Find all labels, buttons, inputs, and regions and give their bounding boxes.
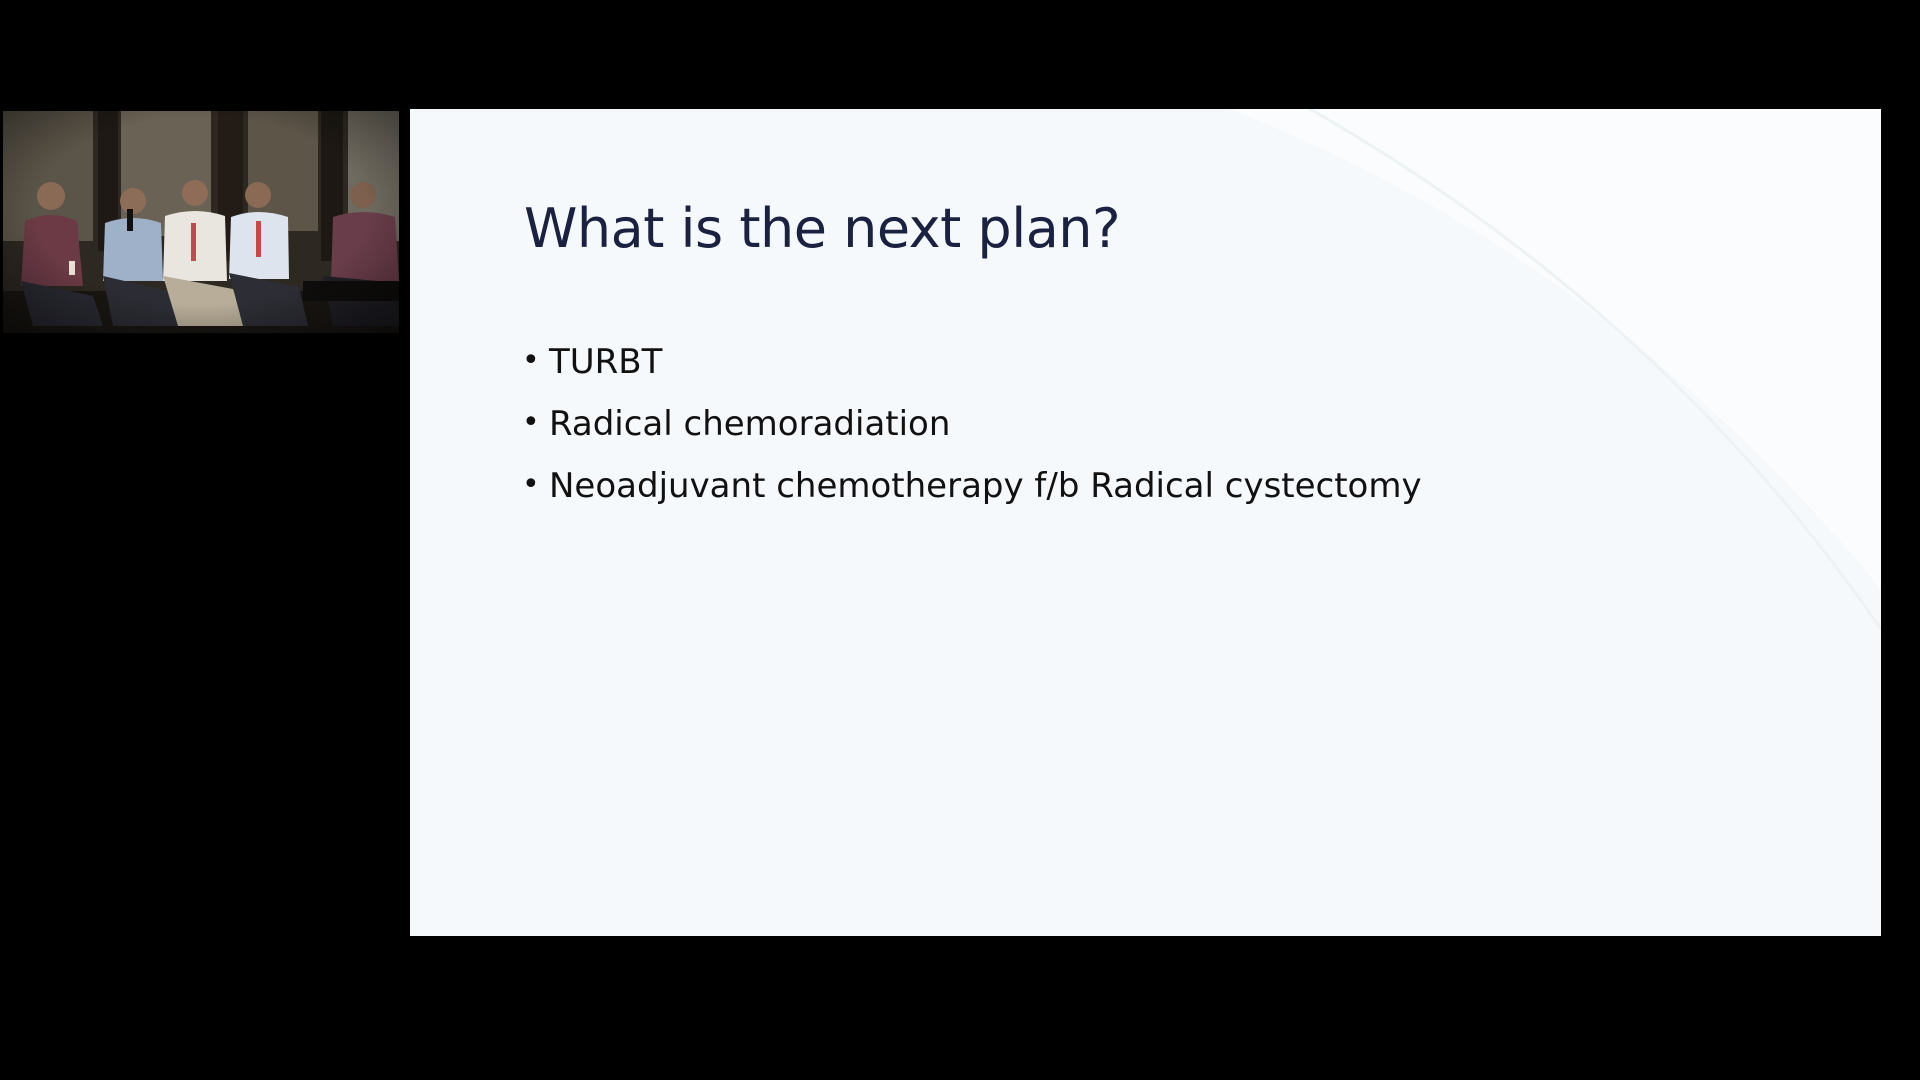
bullet-list: • TURBT • Radical chemoradiation • Neoad…	[522, 331, 1422, 517]
bullet-item-chemoradiation: • Radical chemoradiation	[522, 393, 1422, 455]
bullet-dot-icon: •	[522, 467, 540, 502]
panelist-video-feed	[3, 111, 399, 333]
panelist-scene	[3, 111, 399, 333]
slide-title: What is the next plan?	[524, 197, 1121, 260]
bullet-item-turbt: • TURBT	[522, 331, 1422, 393]
bullet-text: Neoadjuvant chemotherapy f/b Radical cys…	[549, 466, 1422, 506]
bullet-dot-icon: •	[522, 343, 540, 378]
bullet-text: Radical chemoradiation	[549, 404, 951, 444]
bullet-item-neoadjuvant: • Neoadjuvant chemotherapy f/b Radical c…	[522, 455, 1422, 517]
bullet-text: TURBT	[549, 342, 663, 382]
slide-background-swoosh	[1230, 109, 1881, 630]
bullet-dot-icon: •	[522, 405, 540, 440]
presentation-slide: What is the next plan? • TURBT • Radical…	[410, 109, 1881, 936]
